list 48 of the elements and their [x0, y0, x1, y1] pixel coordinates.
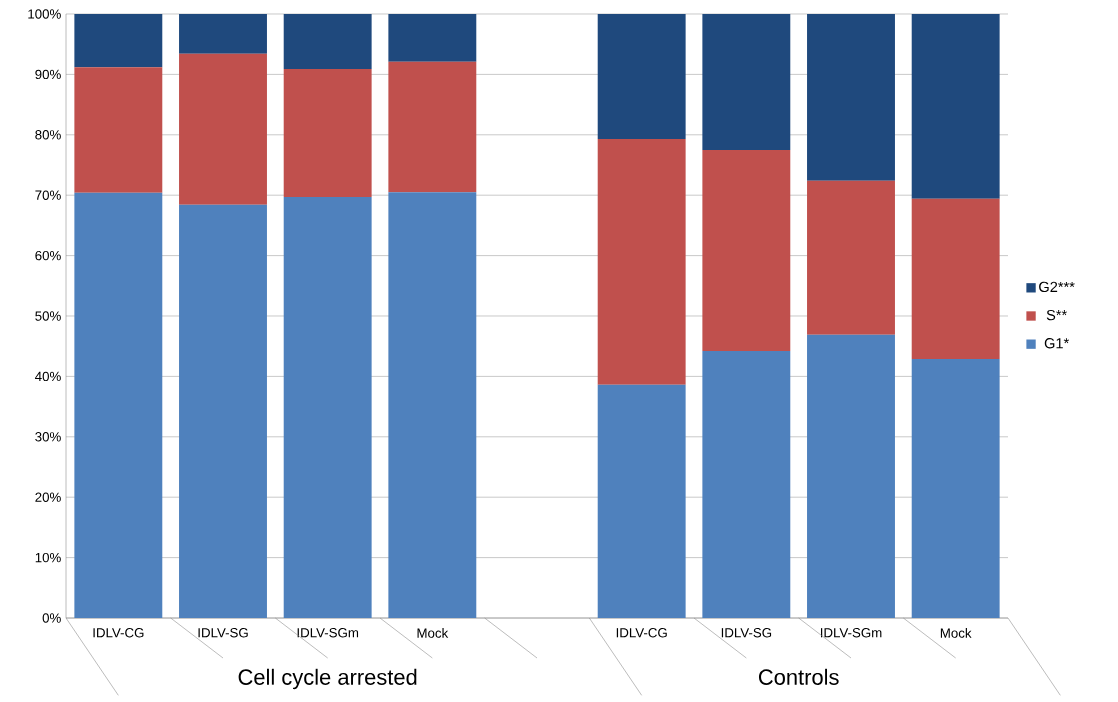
y-tick-label: 10%	[35, 552, 61, 563]
bar	[597, 13, 686, 140]
bar	[911, 358, 1000, 618]
y-tick-label: 60%	[35, 250, 61, 261]
y-tick-label: 20%	[35, 492, 61, 502]
text: Cell cycle arrested	[238, 668, 417, 690]
y-tick-label: 90%	[35, 69, 61, 80]
y-tick-label: 0%	[42, 613, 61, 623]
y-tick-label: 40%	[35, 371, 61, 382]
bar	[911, 198, 1000, 359]
y-tick-label: 50%	[35, 311, 61, 321]
x-tick-label: IDLV-SG	[198, 628, 248, 638]
x-tick-label: IDLV-SG	[721, 628, 772, 638]
bar	[179, 13, 267, 54]
legend-label: G2***	[1039, 281, 1075, 293]
x-tick-label: IDLV-SGm	[297, 628, 359, 638]
bar	[702, 351, 791, 618]
text: Controls	[758, 668, 839, 685]
bar	[74, 67, 163, 193]
bar	[283, 68, 372, 198]
bar	[388, 61, 477, 193]
bar	[807, 180, 895, 335]
x-tick-label: Mock	[417, 628, 449, 638]
y-tick-label: 70%	[35, 190, 61, 200]
bar	[74, 13, 163, 68]
x-tick-label: IDLV-CG	[93, 628, 144, 638]
bar	[179, 53, 267, 205]
bar	[283, 197, 372, 618]
legend-label: G1*	[1044, 338, 1070, 349]
x-tick-label: Mock	[940, 628, 972, 638]
y-tick-label: 100%	[28, 9, 61, 19]
legend-label: S**	[1046, 309, 1067, 321]
bar	[283, 13, 372, 69]
bar	[702, 149, 791, 352]
bar	[388, 13, 477, 62]
bar	[807, 334, 895, 618]
bar	[807, 13, 895, 181]
bar	[911, 13, 1000, 199]
bar	[388, 192, 477, 618]
x-tick-label: IDLV-CG	[616, 628, 667, 638]
bar	[702, 13, 791, 150]
bar	[597, 139, 686, 385]
bar	[74, 192, 163, 618]
bar	[597, 384, 686, 618]
bar	[179, 204, 267, 618]
y-tick-label: 30%	[35, 432, 61, 442]
x-tick-label: IDLV-SGm	[820, 628, 882, 638]
y-tick-label: 80%	[35, 130, 61, 140]
